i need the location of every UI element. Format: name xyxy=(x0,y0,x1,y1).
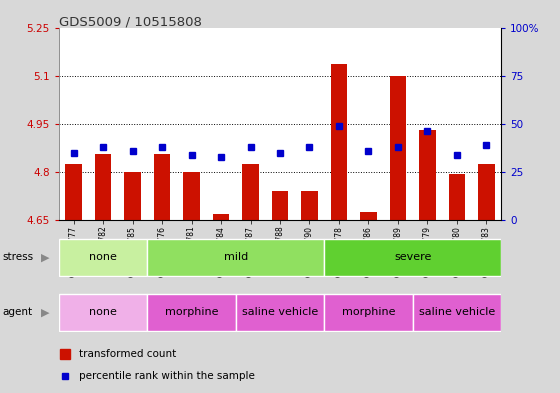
Bar xyxy=(331,64,347,220)
Bar xyxy=(147,294,236,331)
Bar xyxy=(66,164,82,220)
Bar xyxy=(390,75,406,220)
Bar xyxy=(272,191,288,220)
Text: saline vehicle: saline vehicle xyxy=(242,307,318,318)
Text: morphine: morphine xyxy=(165,307,218,318)
Text: none: none xyxy=(89,252,117,263)
Bar xyxy=(147,239,324,276)
Bar xyxy=(324,294,413,331)
Bar xyxy=(242,164,259,220)
Text: none: none xyxy=(89,307,117,318)
Bar xyxy=(59,294,147,331)
Bar xyxy=(419,130,436,220)
Bar xyxy=(449,174,465,220)
Bar xyxy=(95,154,111,220)
Bar xyxy=(184,172,199,220)
Text: saline vehicle: saline vehicle xyxy=(419,307,495,318)
Text: ▶: ▶ xyxy=(41,252,49,263)
Text: stress: stress xyxy=(3,252,34,263)
Bar xyxy=(213,214,229,220)
Text: percentile rank within the sample: percentile rank within the sample xyxy=(79,371,255,381)
Bar xyxy=(301,191,318,220)
Text: morphine: morphine xyxy=(342,307,395,318)
Bar xyxy=(124,172,141,220)
Bar xyxy=(236,294,324,331)
Text: transformed count: transformed count xyxy=(79,349,176,359)
Bar xyxy=(413,294,501,331)
Bar xyxy=(361,212,376,220)
Bar xyxy=(478,164,494,220)
Text: severe: severe xyxy=(394,252,431,263)
Text: agent: agent xyxy=(3,307,33,318)
Text: GDS5009 / 10515808: GDS5009 / 10515808 xyxy=(59,16,202,29)
Bar xyxy=(324,239,501,276)
Text: mild: mild xyxy=(223,252,248,263)
Bar xyxy=(59,239,147,276)
Text: ▶: ▶ xyxy=(41,307,49,318)
Bar xyxy=(154,154,170,220)
